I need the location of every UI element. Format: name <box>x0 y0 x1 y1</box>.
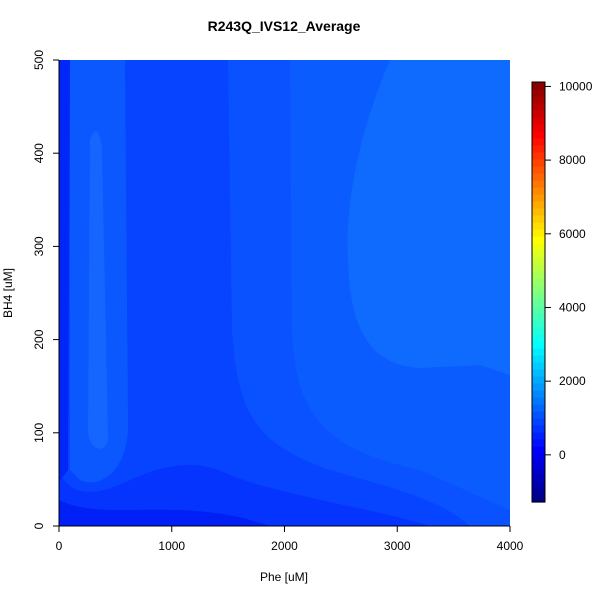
x-tick-label: 2000 <box>271 539 298 553</box>
colorbar-band <box>532 82 545 90</box>
y-tick-label: 400 <box>32 143 46 163</box>
colorbar-tick-label: 6000 <box>559 227 586 241</box>
colorbar-band <box>532 110 545 118</box>
colorbar-band <box>532 404 545 412</box>
colorbar-band <box>532 341 545 349</box>
colorbar-band <box>532 285 545 293</box>
colorbar-band <box>532 145 545 153</box>
colorbar-band <box>532 467 545 475</box>
contour-region <box>59 500 270 526</box>
colorbar-band <box>532 292 545 300</box>
colorbar-tick-label: 2000 <box>559 374 586 388</box>
colorbar-band <box>532 488 545 496</box>
contour-region <box>88 131 108 449</box>
colorbar-band <box>532 495 545 503</box>
colorbar-band <box>532 278 545 286</box>
colorbar-band <box>532 271 545 279</box>
colorbar-frame <box>531 81 546 503</box>
y-tick-label: 0 <box>32 522 46 529</box>
colorbar-band <box>532 173 545 181</box>
colorbar-band <box>532 138 545 146</box>
colorbar-band <box>532 320 545 328</box>
colorbar-band <box>532 166 545 174</box>
colorbar-band <box>532 250 545 258</box>
colorbar-band <box>532 390 545 398</box>
colorbar-band <box>532 453 545 461</box>
colorbar-tick-label: 4000 <box>559 300 586 314</box>
colorbar-band <box>532 194 545 202</box>
colorbar-band <box>532 180 545 188</box>
y-tick-label: 100 <box>32 422 46 442</box>
contour-region <box>59 60 70 482</box>
x-axis-label: Phe [uM] <box>260 570 308 584</box>
colorbar-band <box>532 236 545 244</box>
colorbar-band <box>532 397 545 405</box>
colorbar-band <box>532 348 545 356</box>
colorbar-band <box>532 257 545 265</box>
colorbar-band <box>532 327 545 335</box>
colorbar-band <box>532 334 545 342</box>
colorbar-band <box>532 103 545 111</box>
chart-title: R243Q_IVS12_Average <box>208 18 361 34</box>
colorbar-band <box>532 369 545 377</box>
colorbar-band <box>532 201 545 209</box>
x-tick-label: 4000 <box>497 539 524 553</box>
colorbar-band <box>532 432 545 440</box>
colorbar-band <box>532 460 545 468</box>
colorbar-band <box>532 89 545 97</box>
contour-field <box>59 60 510 526</box>
x-tick-label: 1000 <box>158 539 185 553</box>
colorbar-band <box>532 131 545 139</box>
colorbar-band <box>532 474 545 482</box>
y-axis-label: BH4 [uM] <box>1 268 15 318</box>
x-tick-label: 0 <box>56 539 63 553</box>
colorbar-band <box>532 439 545 447</box>
colorbar-band <box>532 355 545 363</box>
colorbar-band <box>532 313 545 321</box>
colorbar-band <box>532 362 545 370</box>
colorbar-band <box>532 152 545 160</box>
colorbar-band <box>532 124 545 132</box>
colorbar-band <box>532 96 545 104</box>
colorbar-band <box>532 187 545 195</box>
colorbar-band <box>532 215 545 223</box>
contour-region <box>59 60 470 526</box>
colorbar-band <box>532 376 545 384</box>
colorbar-band <box>532 383 545 391</box>
colorbar-band <box>532 229 545 237</box>
colorbar-band <box>532 481 545 489</box>
colorbar-band <box>532 222 545 230</box>
colorbar-band <box>532 243 545 251</box>
colorbar-band <box>532 117 545 125</box>
colorbar-band <box>532 425 545 433</box>
x-tick-label: 3000 <box>384 539 411 553</box>
colorbar-band <box>532 159 545 167</box>
colorbar-band <box>532 299 545 307</box>
colorbar-band <box>532 264 545 272</box>
colorbar-tick-label: 8000 <box>559 153 586 167</box>
colorbar-tick-label: 10000 <box>559 79 593 93</box>
colorbar-band <box>532 411 545 419</box>
colorbar-tick-label: 0 <box>559 448 566 462</box>
colorbar-band <box>532 208 545 216</box>
colorbar-band <box>532 418 545 426</box>
y-tick-label: 200 <box>32 329 46 349</box>
colorbar-band <box>532 446 545 454</box>
y-tick-label: 500 <box>32 50 46 70</box>
colorbar-band <box>532 306 545 314</box>
y-tick-label: 300 <box>32 236 46 256</box>
